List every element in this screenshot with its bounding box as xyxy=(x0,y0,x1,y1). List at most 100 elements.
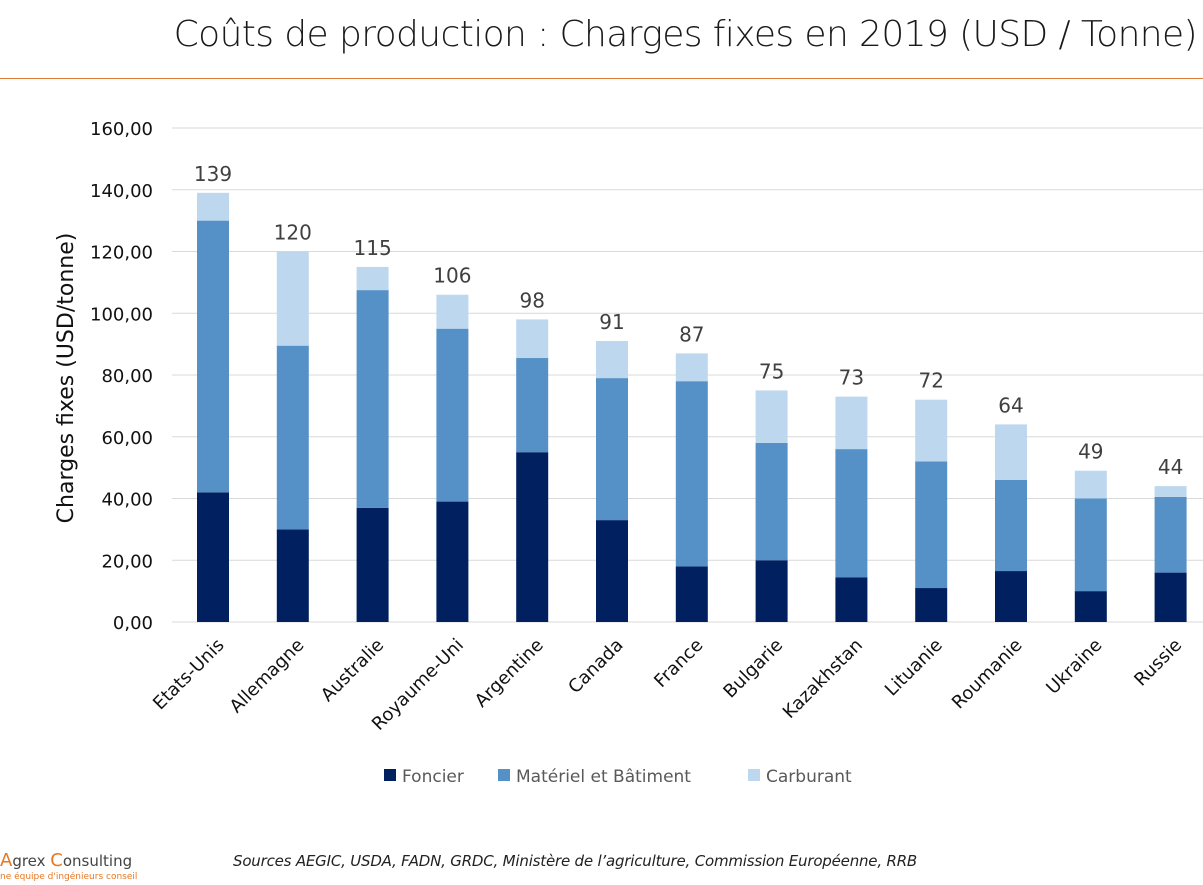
y-axis-label: Charges fixes (USD/tonne) xyxy=(54,233,79,524)
x-tick-label: Roumanie xyxy=(948,635,1027,714)
total-label: 64 xyxy=(998,393,1023,417)
bar-segment-mat-riel-et-b-timent xyxy=(596,378,628,521)
y-tick-label: 160,00 xyxy=(90,119,153,140)
logo-letter-a: A xyxy=(0,850,13,871)
legend-swatch xyxy=(748,769,760,781)
x-tick-label: Lituanie xyxy=(881,635,947,701)
x-tick-label: Argentine xyxy=(471,635,548,712)
total-label: 139 xyxy=(194,162,232,186)
total-label: 87 xyxy=(679,322,704,346)
bar-segment-carburant xyxy=(276,251,309,346)
bar-segment-carburant xyxy=(516,319,549,359)
total-label: 49 xyxy=(1078,440,1103,464)
legend-item: Foncier xyxy=(384,767,464,787)
bar-stack xyxy=(596,341,628,622)
bar-stack xyxy=(915,399,948,622)
x-tick-label: Bulgarie xyxy=(719,635,787,703)
x-tick-label: France xyxy=(650,635,707,692)
bar-segment-mat-riel-et-b-timent xyxy=(755,442,788,561)
y-axis-ticks: 0,00 20,00 40,00 60,00 80,00 100,00 120,00 140,… xyxy=(90,119,153,634)
bar-segment-carburant xyxy=(356,266,389,291)
bar-segment-carburant xyxy=(1074,470,1107,499)
total-label: 120 xyxy=(274,221,312,245)
x-tick-label: Kazakhstan xyxy=(779,635,867,723)
logo-text-1: grex xyxy=(12,852,51,870)
y-tick-label: 0,00 xyxy=(113,613,153,634)
bar-segment-mat-riel-et-b-timent xyxy=(1154,496,1187,573)
bar-segment-foncier xyxy=(436,501,469,622)
bar-segment-carburant xyxy=(995,424,1027,480)
bar-segment-carburant xyxy=(596,341,628,379)
x-tick-label: Australie xyxy=(317,635,388,706)
bar-segment-carburant xyxy=(755,390,788,443)
total-label: 98 xyxy=(519,288,544,312)
bar-stack xyxy=(755,390,788,622)
y-tick-label: 60,00 xyxy=(101,428,153,449)
bar-segment-foncier xyxy=(835,577,868,622)
legend-item: Matériel et Bâtiment xyxy=(498,767,691,787)
bar-segment-mat-riel-et-b-timent xyxy=(356,290,389,508)
y-tick-label: 100,00 xyxy=(90,304,153,325)
bar-segment-carburant xyxy=(915,399,948,462)
bar-segment-mat-riel-et-b-timent xyxy=(436,328,469,502)
bar-stack xyxy=(197,192,229,622)
y-tick-label: 120,00 xyxy=(90,243,153,264)
total-label: 73 xyxy=(839,366,864,390)
legend-label: Matériel et Bâtiment xyxy=(516,767,691,787)
agrex-logo: Agrex Consulting ne équipe d'ingénieurs … xyxy=(0,850,137,882)
bar-segment-foncier xyxy=(995,571,1027,622)
legend-swatch xyxy=(384,769,396,781)
bar-segment-mat-riel-et-b-timent xyxy=(835,449,868,578)
bar-stack xyxy=(675,353,708,622)
bar-segment-mat-riel-et-b-timent xyxy=(675,381,708,567)
bar-segment-foncier xyxy=(276,529,309,622)
bar-segment-foncier xyxy=(596,520,628,622)
y-tick-label: 40,00 xyxy=(101,490,153,511)
bar-segment-carburant xyxy=(436,294,469,329)
bar-segment-mat-riel-et-b-timent xyxy=(1074,498,1107,592)
x-tick-label: Ukraine xyxy=(1042,635,1106,699)
x-tick-label: Canada xyxy=(564,635,627,698)
y-tick-label: 20,00 xyxy=(101,551,153,572)
bar-stack xyxy=(276,251,309,622)
bar-stack xyxy=(995,424,1027,622)
bar-segment-mat-riel-et-b-timent xyxy=(516,358,549,453)
bar-stack xyxy=(1074,470,1107,622)
bar-segment-mat-riel-et-b-timent xyxy=(197,220,229,493)
bars xyxy=(197,192,1187,622)
x-tick-label: Allemagne xyxy=(226,635,309,718)
bar-segment-foncier xyxy=(516,452,549,622)
total-label: 91 xyxy=(599,310,624,334)
bar-segment-carburant xyxy=(1154,486,1187,497)
bar-stack xyxy=(835,396,868,622)
bar-stack xyxy=(356,266,389,622)
bar-segment-foncier xyxy=(197,492,229,622)
total-label: 44 xyxy=(1158,455,1183,479)
total-label: 75 xyxy=(759,359,784,383)
stacked-bar-chart: 0,00 20,00 40,00 60,00 80,00 100,00 120,00 140,… xyxy=(54,119,1203,787)
bar-segment-foncier xyxy=(1074,591,1107,622)
logo-text-2: onsulting xyxy=(62,852,133,870)
x-tick-label: Etats-Unis xyxy=(149,635,228,714)
sources-note: Sources AEGIC, USDA, FADN, GRDC, Ministè… xyxy=(233,852,918,870)
bar-stack xyxy=(516,319,549,622)
title-divider xyxy=(0,78,1203,79)
bar-segment-mat-riel-et-b-timent xyxy=(915,461,948,589)
bar-segment-foncier xyxy=(915,588,948,622)
bar-stack xyxy=(436,294,469,622)
bar-stack xyxy=(1154,486,1187,622)
gridlines xyxy=(172,127,1203,623)
bar-segment-mat-riel-et-b-timent xyxy=(276,345,309,530)
legend: Foncier Matériel et Bâtiment Carburant xyxy=(384,767,852,787)
y-tick-label: 80,00 xyxy=(101,366,153,387)
total-label: 115 xyxy=(354,236,392,260)
logo-tagline: ne équipe d'ingénieurs conseil xyxy=(0,872,138,882)
chart-title: Coûts de production : Charges fixes en 2… xyxy=(173,14,1198,55)
bar-segment-foncier xyxy=(675,566,708,622)
bar-segment-carburant xyxy=(197,192,229,221)
x-tick-label: Russie xyxy=(1130,635,1186,691)
logo-letter-c: C xyxy=(50,850,63,871)
y-tick-label: 140,00 xyxy=(90,181,153,202)
total-label: 106 xyxy=(433,264,471,288)
